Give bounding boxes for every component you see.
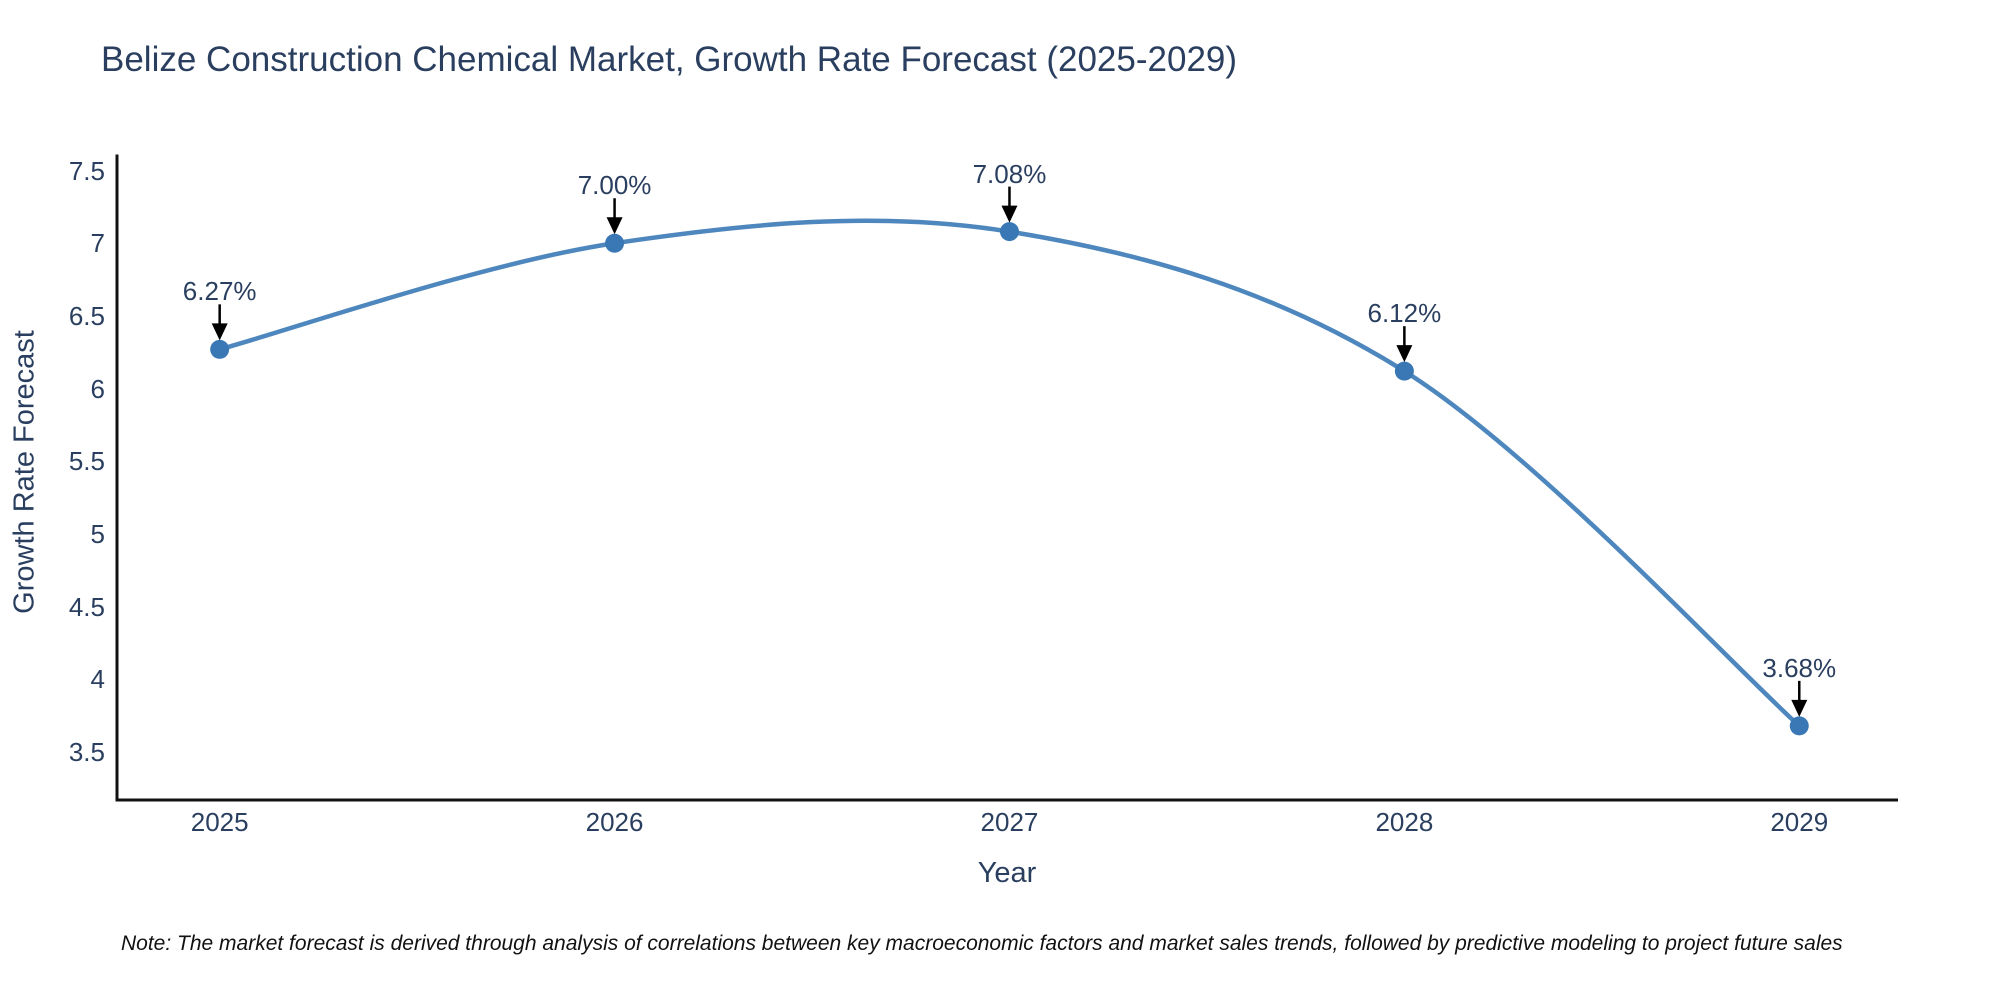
x-tick-label: 2028 <box>1375 807 1434 837</box>
x-tick-label: 2026 <box>585 807 644 837</box>
y-axis-title: Growth Rate Forecast <box>8 330 41 614</box>
chart-title: Belize Construction Chemical Market, Gro… <box>101 40 1238 79</box>
data-point-marker <box>999 222 1019 242</box>
annotation-arrow-head <box>606 217 623 235</box>
x-tick-label: 2029 <box>1770 807 1829 837</box>
y-tick-label: 5 <box>90 518 105 549</box>
data-point-marker <box>210 339 230 359</box>
forecast-line <box>219 218 1801 728</box>
footnote: Note: The market forecast is derived thr… <box>121 932 1843 955</box>
data-point-label: 3.68% <box>1762 652 1837 683</box>
data-point-label: 6.27% <box>182 276 257 307</box>
annotation-arrow-head <box>1791 699 1808 717</box>
annotation-arrow-head <box>1001 205 1018 223</box>
annotation-arrow-head <box>1396 345 1413 363</box>
y-tick-label: 4 <box>90 664 105 695</box>
data-point-marker <box>1789 716 1809 736</box>
annotation-arrow-head <box>211 323 228 341</box>
y-tick-label: 7.5 <box>68 155 105 186</box>
data-point-label: 7.00% <box>577 170 652 201</box>
y-tick-label: 3.5 <box>68 737 105 768</box>
data-point-marker <box>605 233 625 253</box>
y-tick-label: 4.5 <box>68 591 105 622</box>
y-tick-label: 5.5 <box>68 446 105 477</box>
data-point-marker <box>1394 361 1414 381</box>
x-axis-title: Year <box>977 857 1037 889</box>
y-tick-label: 6.5 <box>68 300 105 331</box>
data-point-label: 6.12% <box>1367 298 1442 329</box>
y-tick-label: 6 <box>90 373 105 404</box>
x-tick-label: 2027 <box>980 807 1039 837</box>
x-tick-label: 2025 <box>190 807 249 837</box>
y-tick-label: 7 <box>90 228 105 259</box>
data-point-label: 7.08% <box>972 158 1047 189</box>
